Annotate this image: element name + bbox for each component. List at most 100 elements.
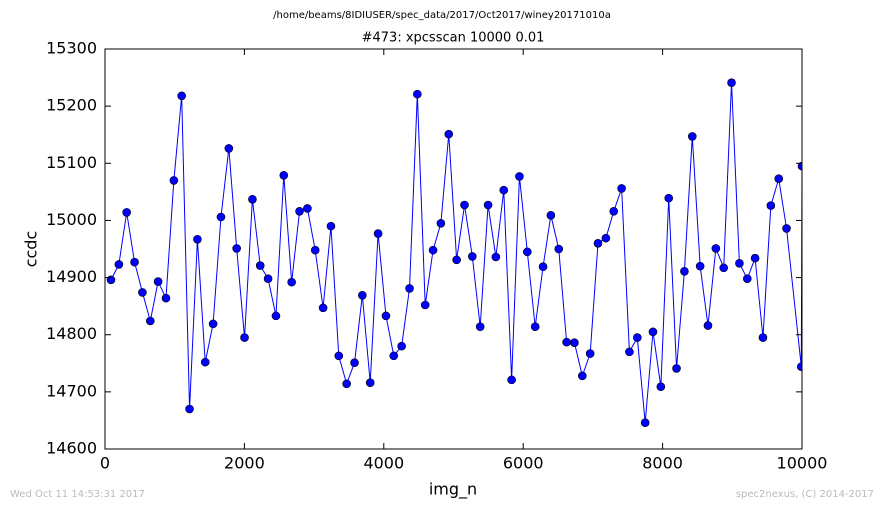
marker xyxy=(735,258,744,268)
marker xyxy=(742,274,752,284)
marker xyxy=(530,322,540,332)
marker xyxy=(169,176,179,185)
marker xyxy=(397,341,406,351)
marker xyxy=(381,311,391,321)
marker xyxy=(782,224,791,233)
marker xyxy=(138,288,147,297)
marker xyxy=(797,161,802,171)
y-tick-label: 14600 xyxy=(46,439,97,458)
marker xyxy=(287,277,296,287)
y-tick-label: 14800 xyxy=(46,324,97,343)
marker xyxy=(640,418,650,428)
y-axis-label: ccdc xyxy=(22,231,41,268)
marker xyxy=(114,260,124,269)
marker xyxy=(224,144,234,153)
marker xyxy=(593,238,603,248)
marker xyxy=(130,257,139,267)
marker xyxy=(797,362,802,372)
marker xyxy=(656,382,666,392)
marker xyxy=(146,316,155,326)
marker xyxy=(326,221,336,231)
x-tick-label: 8000 xyxy=(642,454,683,473)
marker xyxy=(483,200,493,210)
marker xyxy=(444,129,454,139)
marker xyxy=(570,338,579,348)
marker xyxy=(766,201,776,210)
marker xyxy=(719,263,729,273)
marker xyxy=(216,212,226,222)
marker xyxy=(523,247,532,257)
marker xyxy=(460,200,469,210)
marker xyxy=(585,349,595,358)
marker xyxy=(232,244,241,253)
marker xyxy=(601,233,611,243)
marker xyxy=(365,378,375,388)
marker xyxy=(475,322,485,332)
plot-area xyxy=(106,78,802,428)
marker xyxy=(499,185,509,195)
x-tick-label: 10000 xyxy=(777,454,828,473)
marker xyxy=(248,194,257,204)
marker xyxy=(240,333,249,342)
marker xyxy=(711,244,721,253)
marker xyxy=(255,261,265,270)
marker xyxy=(428,245,438,255)
marker xyxy=(405,284,414,293)
marker xyxy=(468,252,477,261)
marker xyxy=(507,375,516,385)
marker xyxy=(303,204,312,213)
marker xyxy=(161,293,171,303)
marker xyxy=(632,333,642,342)
marker xyxy=(263,274,273,284)
marker xyxy=(318,303,328,313)
marker xyxy=(727,78,736,88)
marker xyxy=(515,172,524,181)
marker xyxy=(672,364,681,373)
footer-left: Wed Oct 11 14:53:31 2017 xyxy=(10,489,145,500)
marker xyxy=(373,229,383,238)
marker xyxy=(578,371,587,381)
marker xyxy=(153,277,163,286)
marker xyxy=(703,321,713,330)
marker xyxy=(491,252,501,262)
y-tick-label: 15000 xyxy=(46,210,97,229)
marker xyxy=(106,275,116,285)
marker xyxy=(774,174,784,184)
marker xyxy=(122,208,131,217)
marker xyxy=(680,266,689,276)
marker xyxy=(436,218,446,228)
x-tick-label: 2000 xyxy=(224,454,265,473)
marker xyxy=(546,210,556,220)
marker xyxy=(617,184,626,193)
marker xyxy=(538,262,548,272)
marker xyxy=(750,253,760,263)
y-tick-label: 14700 xyxy=(46,381,97,400)
marker xyxy=(193,234,202,244)
marker xyxy=(687,132,697,141)
suptitle: /home/beams/8IDIUSER/spec_data/2017/Oct2… xyxy=(273,10,611,21)
marker xyxy=(413,89,422,99)
marker xyxy=(295,206,304,216)
y-tick-label: 15200 xyxy=(46,96,97,115)
x-axis-label: img_n xyxy=(429,480,477,500)
marker xyxy=(420,300,430,310)
axes-frame xyxy=(104,48,803,450)
marker xyxy=(334,351,344,361)
marker xyxy=(342,379,351,389)
marker xyxy=(208,319,218,329)
marker xyxy=(310,245,320,255)
marker xyxy=(271,311,281,321)
marker xyxy=(279,170,289,180)
marker xyxy=(177,91,186,101)
marker xyxy=(625,347,634,357)
marker xyxy=(664,193,674,203)
y-tick-label: 14900 xyxy=(46,267,97,286)
marker xyxy=(554,244,564,254)
chart-title: #473: xpcsscan 10000 0.01 xyxy=(362,31,545,46)
y-tick-label: 15300 xyxy=(46,39,97,58)
marker xyxy=(648,327,658,337)
marker xyxy=(695,261,705,271)
marker xyxy=(452,255,461,265)
